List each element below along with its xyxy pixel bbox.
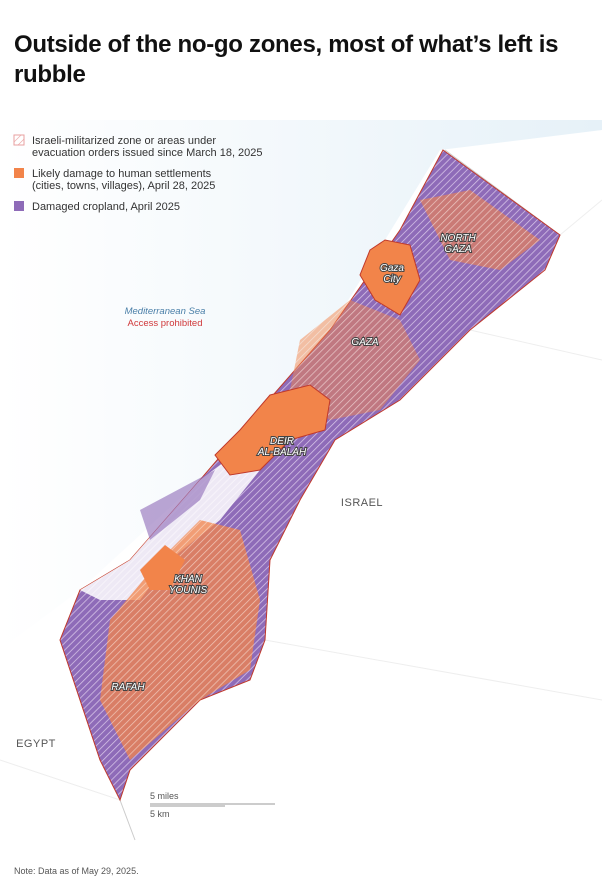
damage-deir-al-balah [214,384,331,476]
scale-label: 5 miles [150,791,179,801]
place-label: Gaza [380,263,404,274]
road [0,199,602,801]
legend-swatch [13,134,25,146]
legend-label: Israeli-militarized zone or areas under [32,135,216,147]
sea-note: Access prohibited [128,318,203,329]
legend-label: Damaged cropland, April 2025 [32,201,180,213]
place-label: GAZA [444,244,472,255]
legend-swatch [14,168,24,178]
coastal-area [80,450,260,600]
country-label: ISRAEL [341,497,383,509]
damage-area [290,300,420,420]
legend-label: Likely damage to human settlements [32,168,212,180]
place-labels: NORTHGAZAGazaCityGAZADEIRAL-BALAHKHANYOU… [110,232,477,694]
place-label: GAZA [351,337,379,348]
place-label: DEIR [270,436,294,447]
legend-label: evacuation orders issued since March 18,… [32,147,263,159]
damage-area [420,190,540,270]
cropland [140,470,215,540]
place-label: YOUNIS [169,585,208,596]
legend: Israeli-militarized zone or areas undere… [13,134,263,213]
place-label: KHAN [174,574,203,585]
scale-label: 5 km [150,809,170,819]
note: Note: Data as of May 29, 2025. [14,866,139,876]
country-label: EGYPT [16,738,56,750]
damage-khan-younis [140,545,185,590]
damage-gaza-city [359,239,421,316]
sea-label: Mediterranean Sea [125,306,206,317]
legend-swatch [14,201,24,211]
title: Outside of the no-go zones, most of what… [14,31,559,88]
place-label: RAFAH [111,682,145,693]
place-label: City [383,274,401,285]
legend-label: (cities, towns, villages), April 28, 202… [32,180,215,192]
place-label: AL-BALAH [257,447,307,458]
place-label: NORTH [440,233,476,244]
damage-area [100,520,260,760]
